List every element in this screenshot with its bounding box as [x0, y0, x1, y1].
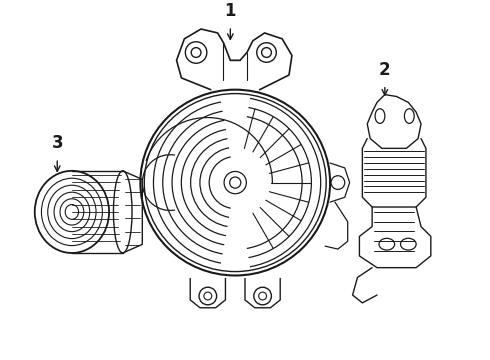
Text: 3: 3 — [51, 134, 63, 152]
Text: 1: 1 — [224, 3, 236, 21]
Text: 2: 2 — [379, 61, 391, 79]
